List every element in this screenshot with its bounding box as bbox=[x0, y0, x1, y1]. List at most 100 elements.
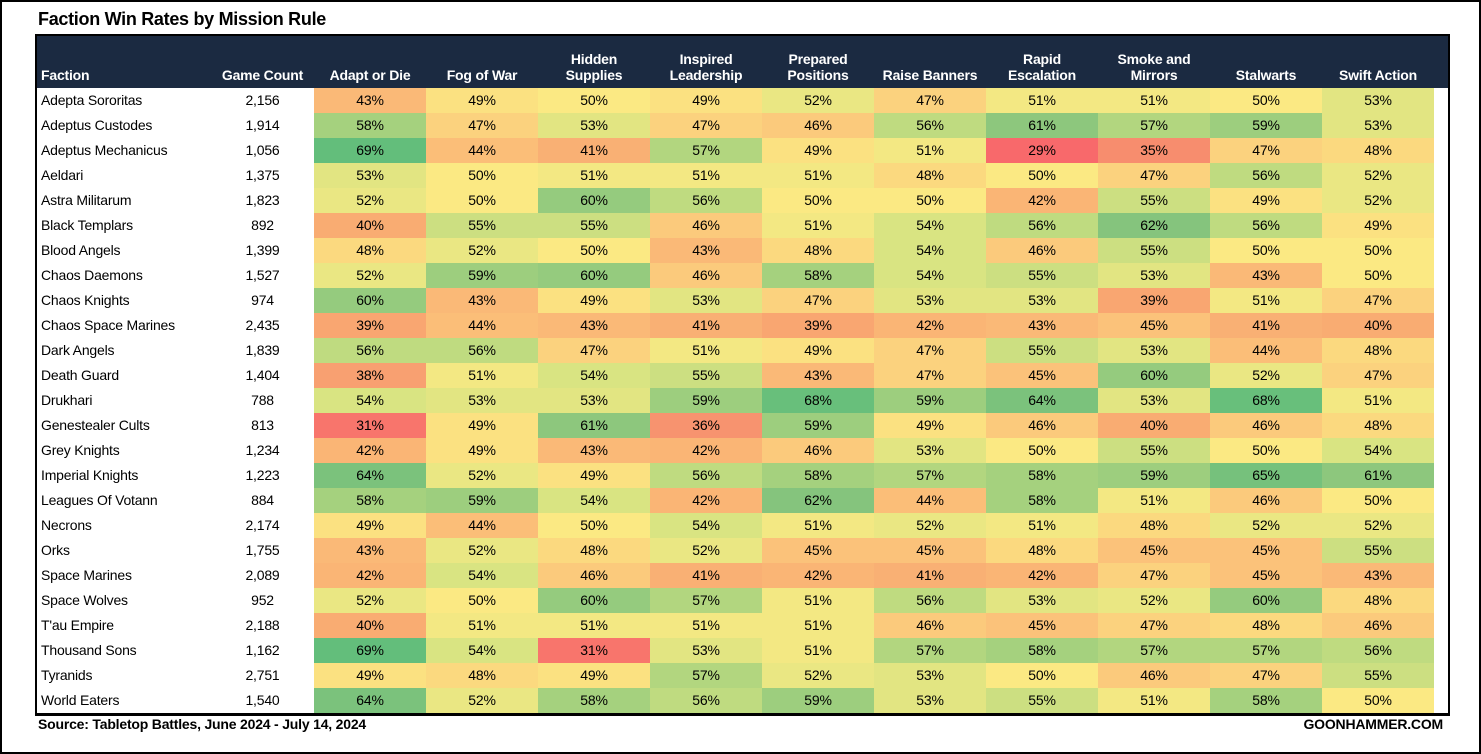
game-count: 1,527 bbox=[245, 267, 280, 283]
win-rate-cell: 40% bbox=[314, 213, 426, 238]
win-rate-cell: 52% bbox=[650, 538, 762, 563]
game-count: 1,823 bbox=[245, 192, 280, 208]
row-spacer bbox=[1434, 213, 1448, 238]
win-rate-cell: 54% bbox=[874, 263, 986, 288]
win-rate-cell: 45% bbox=[986, 363, 1098, 388]
win-rate-cell: 58% bbox=[986, 488, 1098, 513]
win-rate-cell: 53% bbox=[1322, 88, 1434, 113]
win-rate-cell: 51% bbox=[1210, 288, 1322, 313]
win-rate-cell: 51% bbox=[650, 338, 762, 363]
game-count: 1,839 bbox=[245, 342, 280, 358]
table-row: Chaos Space Marines 2,435 39% 44% 43% 41% 39% 4… bbox=[37, 313, 1448, 338]
faction-name: Aeldari bbox=[41, 167, 84, 183]
win-rate-cell: 59% bbox=[762, 413, 874, 438]
row-spacer bbox=[1434, 313, 1448, 338]
win-rate-cell: 69% bbox=[314, 138, 426, 163]
win-rate-cell: 36% bbox=[650, 413, 762, 438]
win-rate-cell: 64% bbox=[314, 688, 426, 713]
row-spacer bbox=[1434, 613, 1448, 638]
faction-name: Imperial Knights bbox=[41, 467, 139, 483]
win-rate-cell: 49% bbox=[314, 513, 426, 538]
win-rate-cell: 46% bbox=[1322, 613, 1434, 638]
faction-name: Astra Militarum bbox=[41, 192, 132, 208]
win-rate-cell: 55% bbox=[986, 263, 1098, 288]
win-rate-cell: 43% bbox=[986, 313, 1098, 338]
win-rate-cell: 61% bbox=[986, 113, 1098, 138]
win-rate-cell: 54% bbox=[874, 238, 986, 263]
win-rate-cell: 48% bbox=[986, 538, 1098, 563]
win-rate-cell: 41% bbox=[874, 563, 986, 588]
win-rate-cell: 47% bbox=[1098, 613, 1210, 638]
win-rate-cell: 52% bbox=[762, 663, 874, 688]
win-rate-cell: 52% bbox=[1210, 513, 1322, 538]
table-row: Necrons 2,174 49% 44% 50% 54% 51% 52% 51% 48% 52% 5… bbox=[37, 513, 1448, 538]
win-rate-cell: 52% bbox=[314, 188, 426, 213]
win-rate-cell: 31% bbox=[314, 413, 426, 438]
game-count: 2,174 bbox=[245, 517, 280, 533]
win-rate-cell: 59% bbox=[1210, 113, 1322, 138]
win-rate-cell: 46% bbox=[762, 113, 874, 138]
row-spacer bbox=[1434, 163, 1448, 188]
win-rate-cell: 56% bbox=[1210, 163, 1322, 188]
win-rate-cell: 51% bbox=[762, 163, 874, 188]
table-header-row: Faction Game Count Adapt or Die Fog of Wa… bbox=[37, 36, 1448, 88]
win-rate-cell: 50% bbox=[1322, 238, 1434, 263]
win-rate-cell: 51% bbox=[986, 88, 1098, 113]
row-spacer bbox=[1434, 513, 1448, 538]
win-rate-cell: 60% bbox=[538, 263, 650, 288]
win-rate-cell: 50% bbox=[1322, 263, 1434, 288]
game-count: 1,162 bbox=[245, 642, 280, 658]
table-row: Imperial Knights 1,223 64% 52% 49% 56% 58% 57% 5… bbox=[37, 463, 1448, 488]
win-rate-cell: 51% bbox=[874, 138, 986, 163]
win-rate-cell: 52% bbox=[1322, 513, 1434, 538]
win-rate-cell: 56% bbox=[874, 588, 986, 613]
win-rate-cell: 50% bbox=[1322, 688, 1434, 713]
faction-name: Space Wolves bbox=[41, 592, 128, 608]
win-rate-cell: 57% bbox=[650, 588, 762, 613]
win-rate-cell: 50% bbox=[986, 663, 1098, 688]
win-rate-cell: 55% bbox=[986, 688, 1098, 713]
win-rate-cell: 55% bbox=[1322, 663, 1434, 688]
faction-name: Chaos Knights bbox=[41, 292, 130, 308]
win-rate-cell: 51% bbox=[1098, 88, 1210, 113]
win-rate-cell: 41% bbox=[1210, 313, 1322, 338]
row-spacer bbox=[1434, 88, 1448, 113]
win-rate-cell: 50% bbox=[1210, 88, 1322, 113]
row-spacer bbox=[1434, 363, 1448, 388]
win-rate-cell: 46% bbox=[762, 438, 874, 463]
win-rate-cell: 46% bbox=[1210, 488, 1322, 513]
win-rate-cell: 50% bbox=[538, 88, 650, 113]
win-rate-cell: 42% bbox=[986, 563, 1098, 588]
win-rate-cell: 42% bbox=[874, 313, 986, 338]
row-spacer bbox=[1434, 438, 1448, 463]
win-rate-cell: 53% bbox=[650, 288, 762, 313]
row-spacer bbox=[1434, 638, 1448, 663]
win-rate-cell: 62% bbox=[762, 488, 874, 513]
win-rate-cell: 41% bbox=[650, 313, 762, 338]
win-rate-cell: 49% bbox=[1210, 188, 1322, 213]
win-rate-cell: 45% bbox=[1210, 563, 1322, 588]
win-rate-cell: 59% bbox=[426, 488, 538, 513]
win-rate-cell: 42% bbox=[762, 563, 874, 588]
row-spacer bbox=[1434, 288, 1448, 313]
win-rate-cell: 52% bbox=[426, 538, 538, 563]
win-rate-cell: 55% bbox=[986, 338, 1098, 363]
win-rate-cell: 42% bbox=[986, 188, 1098, 213]
win-rate-cell: 46% bbox=[650, 263, 762, 288]
win-rate-cell: 57% bbox=[650, 663, 762, 688]
win-rate-cell: 57% bbox=[1210, 638, 1322, 663]
win-rate-cell: 50% bbox=[874, 188, 986, 213]
win-rate-cell: 51% bbox=[538, 163, 650, 188]
win-rate-cell: 51% bbox=[650, 163, 762, 188]
win-rate-cell: 50% bbox=[426, 163, 538, 188]
win-rate-cell: 54% bbox=[426, 638, 538, 663]
game-count: 1,223 bbox=[245, 467, 280, 483]
win-rate-cell: 53% bbox=[1098, 338, 1210, 363]
faction-name: Grey Knights bbox=[41, 442, 120, 458]
win-rate-cell: 51% bbox=[650, 613, 762, 638]
column-header-game-count: Game Count bbox=[221, 67, 304, 83]
win-rate-cell: 48% bbox=[1322, 138, 1434, 163]
win-rate-cell: 58% bbox=[986, 638, 1098, 663]
win-rate-cell: 45% bbox=[874, 538, 986, 563]
